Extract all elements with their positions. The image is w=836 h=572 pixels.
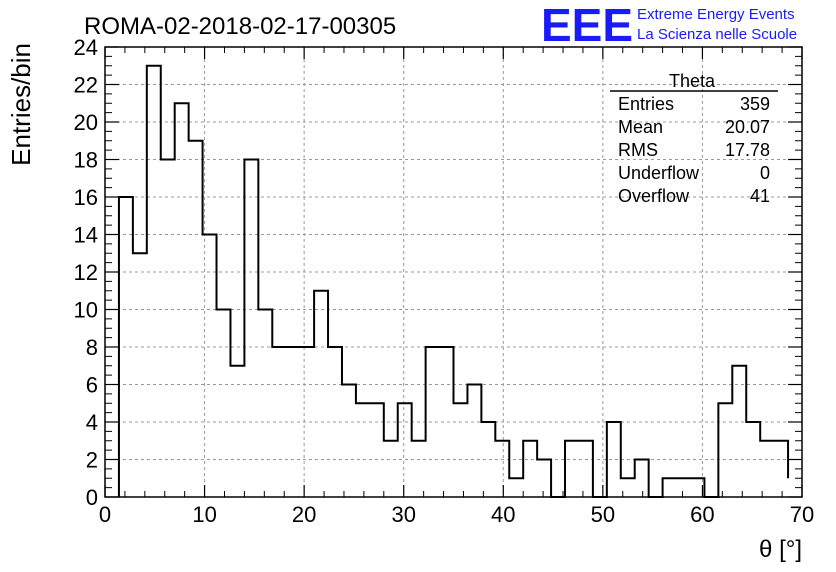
stats-label: RMS <box>618 140 658 160</box>
x-tick-label: 70 <box>790 502 814 527</box>
eee-logo-letters: EEE <box>541 0 633 51</box>
x-axis-label: θ [°] <box>759 536 802 563</box>
logo-line-1: Extreme Energy Events <box>637 6 795 23</box>
histogram-outline <box>117 64 790 498</box>
stats-title: Theta <box>669 71 716 91</box>
y-tick-label: 0 <box>86 485 98 510</box>
chart-title: ROMA-02-2018-02-17-00305 <box>84 13 396 40</box>
stats-label: Mean <box>618 117 663 137</box>
x-tick-label: 10 <box>192 502 216 527</box>
y-tick-label: 12 <box>74 260 98 285</box>
y-tick-label: 10 <box>74 298 98 323</box>
y-tick-label: 2 <box>86 448 98 473</box>
logo-line-2: La Scienza nelle Scuole <box>637 26 797 43</box>
y-tick-label: 18 <box>74 148 98 173</box>
y-tick-label: 24 <box>74 35 98 60</box>
stats-value: 17.78 <box>725 140 770 160</box>
x-tick-labels: 0 10 20 30 40 50 60 70 <box>99 502 814 527</box>
stats-label: Underflow <box>618 163 700 183</box>
y-axis-label: Entries/bin <box>6 43 36 166</box>
stats-box: Theta Entries 359 Mean 20.07 RMS 17.78 Underfl… <box>610 71 778 206</box>
x-tick-label: 30 <box>391 502 415 527</box>
x-tick-label: 50 <box>591 502 615 527</box>
y-tick-label: 6 <box>86 373 98 398</box>
stats-value: 359 <box>740 94 770 114</box>
y-tick-label: 16 <box>74 185 98 210</box>
stats-rows: Entries 359 Mean 20.07 RMS 17.78 Underflow 0 Ove… <box>618 94 770 206</box>
x-tick-label: 0 <box>99 502 111 527</box>
plot-frame <box>104 46 803 498</box>
stats-value: 20.07 <box>725 117 770 137</box>
y-tick-label: 4 <box>86 410 98 435</box>
x-tick-label: 20 <box>292 502 316 527</box>
y-tick-label: 14 <box>74 223 98 248</box>
stats-label: Entries <box>618 94 674 114</box>
stats-value: 41 <box>750 186 770 206</box>
stats-label: Overflow <box>618 186 690 206</box>
eee-logo: EEE Extreme Energy Events La Scienza nel… <box>541 0 797 51</box>
x-tick-label: 60 <box>690 502 714 527</box>
stats-value: 0 <box>760 163 770 183</box>
grid-lines <box>105 47 802 497</box>
y-tick-label: 20 <box>74 110 98 135</box>
y-tick-label: 8 <box>86 335 98 360</box>
axis-ticks <box>104 46 803 498</box>
y-tick-label: 22 <box>74 73 98 98</box>
x-tick-label: 40 <box>491 502 515 527</box>
